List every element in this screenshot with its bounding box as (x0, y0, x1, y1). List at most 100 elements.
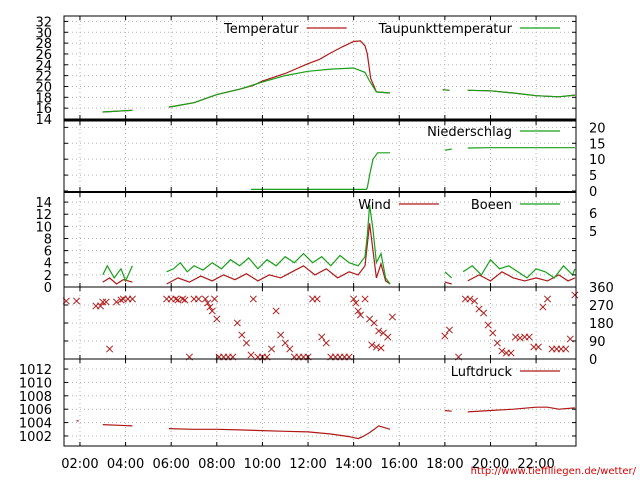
series-line-taupunkttemperatur (168, 67, 391, 108)
marker-stroke (117, 296, 125, 304)
wind-direction-point (539, 303, 547, 311)
wind-direction-point (72, 297, 81, 305)
x-tick-label: 12:00 (289, 457, 326, 472)
y-tick-label: 1012 (19, 363, 52, 378)
series-line-taupunkttemperatur (442, 89, 450, 91)
marker-stroke (352, 299, 360, 307)
panel-5-legend: Luftdruck (451, 365, 560, 380)
marker-stroke (356, 311, 365, 319)
y-tick-label: 0 (589, 185, 597, 200)
marker-stroke (238, 331, 246, 339)
wind-direction-point (247, 351, 255, 359)
wind-direction-point (112, 298, 121, 306)
y-tick-label: 1006 (19, 403, 52, 418)
marker-stroke (384, 333, 392, 341)
marker-stroke (181, 296, 189, 304)
wind-direction-point (571, 291, 579, 299)
marker-stroke (249, 295, 257, 303)
wind-direction-point (375, 327, 383, 335)
wind-direction-point (210, 295, 219, 303)
marker-stroke (313, 295, 321, 303)
x-tick-label: 06:00 (152, 457, 189, 472)
panel-3-legend: Boeen Wind (358, 198, 560, 213)
wind-direction-point (441, 332, 449, 340)
marker-stroke (543, 295, 552, 303)
legend-label-temperatur: Temperatur (223, 22, 299, 37)
y-tick-label: 28 (35, 37, 52, 52)
marker-stroke (571, 291, 579, 299)
y-tick-label: 26 (35, 48, 52, 63)
wind-direction-point (96, 302, 105, 310)
marker-stroke (106, 345, 114, 353)
wind-direction-point (350, 295, 358, 303)
marker-stroke (388, 313, 396, 321)
marker-stroke (267, 345, 276, 353)
wind-direction-point (525, 333, 533, 341)
y-tick-label: 270 (589, 299, 614, 314)
wind-direction-point (356, 311, 365, 319)
source-url-link[interactable]: http://www.tiefflliegen.de/wetter/ (471, 466, 637, 477)
y-tick-label: 20 (589, 121, 606, 136)
marker-stroke (112, 298, 121, 306)
x-tick-label: 20:00 (472, 457, 509, 472)
marker-stroke (179, 295, 187, 303)
marker-stroke (507, 349, 515, 357)
marker-stroke (195, 295, 203, 303)
wind-direction-point (106, 345, 114, 353)
marker-stroke (286, 345, 294, 353)
series-line-boeen (462, 258, 576, 279)
series-line-boeen (444, 271, 453, 279)
wind-direction-point (489, 329, 497, 337)
marker-stroke (277, 331, 285, 339)
marker-stroke (201, 295, 209, 303)
marker-stroke (172, 295, 180, 303)
panel-2-legend: Niederschlag (427, 125, 560, 140)
series-line-luftdruck (467, 406, 575, 413)
y-tick-label: 4 (44, 257, 52, 272)
legend-layer: Taupunkttemperatur Temperatur Niederschlag… (223, 22, 560, 380)
wind-direction-point (352, 299, 360, 307)
marker-stroke (233, 319, 241, 327)
series-line-luftdruck (102, 424, 133, 427)
y-tick-label: 24 (35, 59, 52, 74)
marker-stroke (354, 307, 362, 315)
marker-stroke (322, 339, 330, 347)
x-tick-label: 16:00 (381, 457, 418, 472)
marker-stroke (379, 329, 387, 337)
wind-direction-point (272, 307, 280, 315)
y-tick-label: 2 (44, 269, 52, 284)
y-tick-label: 8 (44, 232, 52, 247)
y-tick-label: 32 (35, 15, 52, 30)
series-line-boeen (102, 264, 133, 283)
marker-stroke (96, 302, 105, 310)
wind-direction-point (377, 344, 385, 352)
legend-label-taupunkttemperatur: Taupunkttemperatur (378, 22, 513, 37)
wind-direction-point (195, 295, 203, 303)
wind-direction-point (484, 321, 492, 329)
marker-stroke (566, 335, 574, 343)
y-tick-label: 30 (35, 26, 52, 41)
wind-direction-point (507, 349, 515, 357)
wind-direction-point (368, 341, 376, 349)
panel-2-grid (64, 121, 576, 191)
wind-direction-point (493, 339, 501, 347)
wind-direction-point (445, 326, 453, 334)
wind-direction-point (181, 296, 189, 304)
marker-stroke (242, 339, 251, 347)
wind-direction-point (174, 296, 182, 304)
panel-1-series (102, 40, 575, 113)
wind-direction-point (322, 339, 330, 347)
grid-layer (64, 16, 576, 446)
wind-direction-point (242, 339, 251, 347)
marker-stroke (361, 295, 369, 303)
panel-2-series (251, 147, 575, 190)
panel-1-grid (64, 16, 576, 119)
wind-direction-point (498, 347, 506, 355)
y-tick-label: 14 (35, 113, 52, 128)
x-tick-label: 10:00 (244, 457, 281, 472)
y-tick-label: 90 (589, 335, 606, 350)
series-line-luftdruck (76, 420, 79, 422)
wind-direction-point (361, 295, 369, 303)
y-tick-label: 1008 (19, 390, 52, 405)
